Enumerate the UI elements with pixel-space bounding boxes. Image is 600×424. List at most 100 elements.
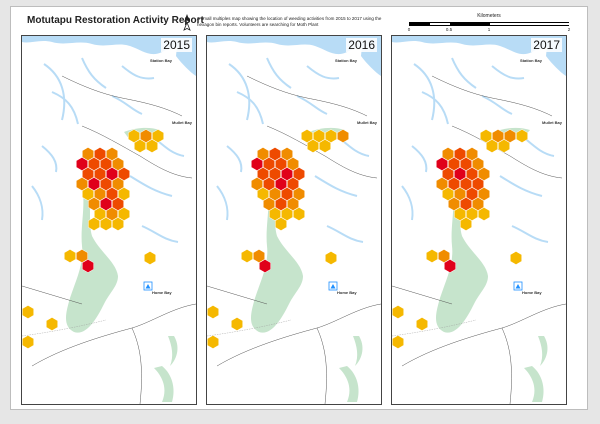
hexagon-bin <box>442 147 454 161</box>
hexagon-bin <box>293 167 305 181</box>
hexagon-bin <box>307 139 319 153</box>
hexagon-bin <box>281 147 293 161</box>
road-line <box>22 285 83 305</box>
hexagon-bin <box>504 129 516 143</box>
hexagon-bin <box>88 217 100 231</box>
stream-line <box>228 63 251 121</box>
report-title: Motutapu Restoration Activity Report <box>27 15 204 26</box>
scale-bar-label: Kilometers <box>477 13 501 19</box>
hexagon-bin <box>144 251 156 265</box>
hexagon-bin <box>444 259 456 273</box>
hexagon-bin <box>275 217 287 231</box>
vegetation-area <box>538 336 548 366</box>
hexagon-bin <box>64 249 76 263</box>
hexagon-bin <box>100 217 112 231</box>
hexagon-bin <box>287 177 299 191</box>
track-line <box>22 319 107 337</box>
hexagon-bin <box>510 251 522 265</box>
hexagon-bin <box>112 177 124 191</box>
place-label-station-bay: Station Bay <box>520 58 543 63</box>
road-line <box>207 285 268 305</box>
hexagon-bin <box>82 259 94 273</box>
hexagon-bin <box>275 197 287 211</box>
hexagon-bin <box>94 207 106 221</box>
hexagon-bin <box>106 167 118 181</box>
home-bay-marker-icon <box>513 281 523 291</box>
hexagon-bin <box>88 177 100 191</box>
road-line <box>431 75 553 117</box>
hexagon-bin <box>460 177 472 191</box>
hexagon-bin <box>426 249 438 263</box>
stream-line <box>121 65 155 80</box>
hexagon-bin <box>152 129 164 143</box>
stream-line <box>226 145 243 173</box>
track-line <box>392 319 477 337</box>
place-label-home-bay: Home Bay <box>522 290 542 295</box>
road-line <box>266 125 378 179</box>
hexagon-bin <box>478 167 490 181</box>
panel-year: 2015 <box>161 38 192 52</box>
map-panel-2015[interactable]: 2015 Station Bay Mullet Bay Home Bay <box>21 35 197 405</box>
hexagon-bin <box>231 317 243 331</box>
stream-line <box>306 65 340 80</box>
vegetation-area <box>339 366 359 402</box>
hexagon-bin <box>275 157 287 171</box>
hexagon-bin <box>287 197 299 211</box>
map-sheet: Motutapu Restoration Activity Report A s… <box>10 6 588 410</box>
hexagon-bin <box>448 197 460 211</box>
hexagon-bin <box>88 157 100 171</box>
stream-line <box>141 225 179 243</box>
sea-area <box>22 36 196 55</box>
island-basemap <box>392 36 566 404</box>
stream-line <box>481 95 513 115</box>
hexagon-bin <box>478 187 490 201</box>
hexagon-bin <box>88 197 100 211</box>
stream-line <box>451 57 477 89</box>
vegetation-area <box>524 366 544 402</box>
stream-line <box>41 145 58 173</box>
stream-line <box>111 95 143 115</box>
hexagon-bin <box>118 207 130 221</box>
stream-line <box>326 225 364 243</box>
hexagon-bin <box>253 249 265 263</box>
hexagon-bin <box>448 177 460 191</box>
hexagon-bin <box>100 177 112 191</box>
hexagon-bin <box>22 305 34 319</box>
stream-line <box>216 185 229 221</box>
map-panel-2016[interactable]: 2016 Station Bay Mullet Bay Home Bay <box>206 35 382 405</box>
hexagon-bin <box>319 139 331 153</box>
hexagon-bin <box>281 167 293 181</box>
hexagon-bin <box>454 167 466 181</box>
hexagon-bin <box>100 197 112 211</box>
track-line <box>207 319 292 337</box>
hexagon-bin <box>472 197 484 211</box>
map-panel-2017[interactable]: 2017 Station Bay Mullet Bay Home Bay <box>391 35 567 405</box>
place-label-home-bay: Home Bay <box>152 290 172 295</box>
place-label-home-bay: Home Bay <box>337 290 357 295</box>
hexagon-bin <box>106 207 118 221</box>
island-basemap <box>22 36 196 404</box>
hexagon-bin <box>118 187 130 201</box>
hexagon-bin <box>207 305 219 319</box>
stream-line <box>411 145 428 173</box>
hexagon-bin <box>313 129 325 143</box>
hexagon-bin <box>94 167 106 181</box>
hexagon-bin <box>269 207 281 221</box>
map-description: A small multiples map showing the locati… <box>197 16 382 27</box>
panel-year: 2017 <box>531 38 562 52</box>
hexagon-bin <box>498 139 510 153</box>
north-arrow-icon <box>183 14 191 31</box>
hexagon-bin <box>263 197 275 211</box>
hexagon-bin <box>392 335 404 349</box>
hexagon-bin <box>486 139 498 153</box>
scale-tick: 0.5 <box>445 27 453 32</box>
hexagon-bin <box>478 207 490 221</box>
hexagon-bin <box>269 147 281 161</box>
hexagon-bin <box>257 187 269 201</box>
stream-line <box>236 91 264 125</box>
place-label-mullet-bay: Mullet Bay <box>357 120 378 125</box>
stream-line <box>296 95 328 115</box>
stream-line <box>413 63 436 121</box>
hexagon-bin <box>480 129 492 143</box>
road-line <box>31 303 196 367</box>
